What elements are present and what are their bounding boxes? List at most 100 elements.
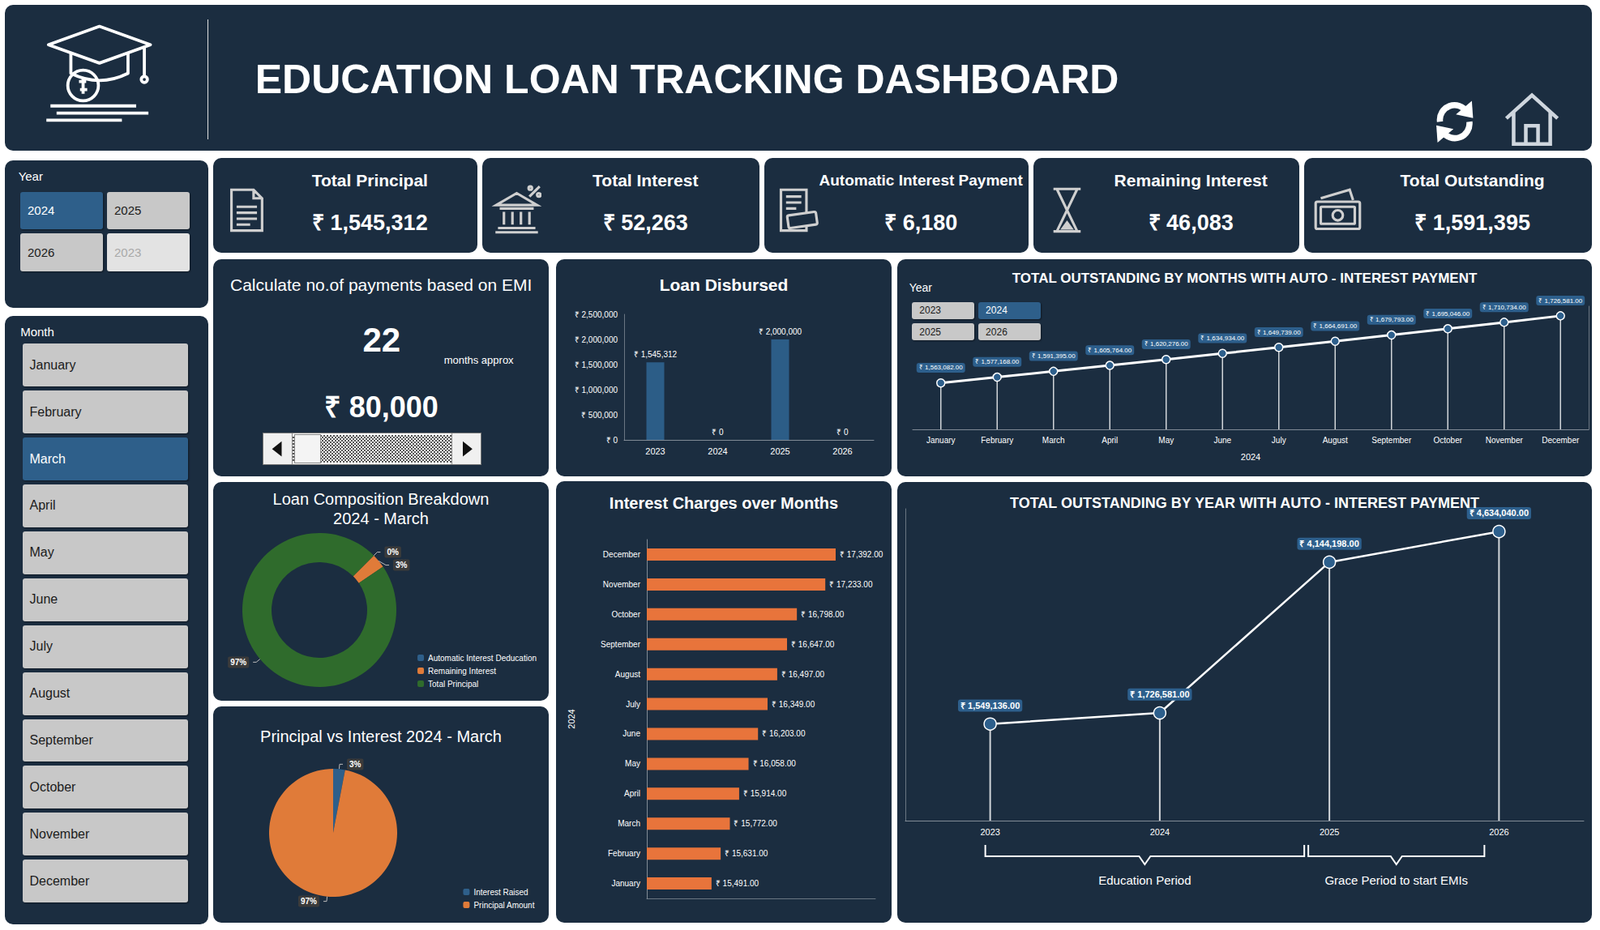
svg-text:TOTAL OUTSTANDING BY YEAR WITH: TOTAL OUTSTANDING BY YEAR WITH AUTO - IN…	[1009, 495, 1480, 512]
svg-text:₹ 16,058.00: ₹ 16,058.00	[752, 760, 797, 770]
svg-text:₹ 17,392.00: ₹ 17,392.00	[839, 550, 884, 560]
svg-text:97%: 97%	[230, 658, 247, 668]
svg-text:Education Period: Education Period	[1098, 873, 1191, 888]
svg-text:2024: 2024	[1149, 827, 1169, 838]
svg-text:₹ 15,631.00: ₹ 15,631.00	[724, 849, 769, 859]
svg-text:September: September	[1371, 435, 1412, 445]
svg-text:₹ 16,798.00: ₹ 16,798.00	[800, 610, 845, 620]
svg-text:₹ 1,664,691.00: ₹ 1,664,691.00	[1313, 322, 1357, 330]
svg-text:Total Principal: Total Principal	[427, 680, 479, 689]
svg-text:₹ 15,491.00: ₹ 15,491.00	[715, 879, 760, 889]
svg-text:2025: 2025	[770, 445, 790, 456]
svg-text:97%: 97%	[300, 898, 317, 907]
svg-text:₹ 1,545,312: ₹ 1,545,312	[633, 349, 678, 359]
svg-text:₹ 1,649,739.00: ₹ 1,649,739.00	[1256, 328, 1301, 336]
html-text:Total Interest: Total Interest	[592, 170, 699, 190]
svg-text:2023: 2023	[645, 445, 665, 456]
svg-text:March: March	[1041, 435, 1065, 445]
svg-text:₹ 2,000,000: ₹ 2,000,000	[758, 326, 803, 336]
svg-text:₹ 1,591,395.00: ₹ 1,591,395.00	[1031, 352, 1075, 360]
svg-text:₹ 1,549,136.00: ₹ 1,549,136.00	[960, 701, 1020, 711]
html-text:₹ 80,000: ₹ 80,000	[323, 390, 439, 424]
svg-text:₹ 1,634,934.00: ₹ 1,634,934.00	[1200, 334, 1245, 343]
svg-text:₹ 16,349.00: ₹ 16,349.00	[771, 700, 816, 710]
svg-text:May: May	[1158, 435, 1174, 445]
svg-text:3%: 3%	[349, 760, 362, 770]
svg-text:₹ 1,563,082.00: ₹ 1,563,082.00	[918, 363, 963, 372]
svg-text:December: December	[603, 550, 642, 560]
svg-text:0%: 0%	[387, 548, 400, 558]
svg-text:January: January	[926, 435, 956, 445]
svg-text:3%: 3%	[395, 561, 408, 571]
svg-text:₹ 2,500,000: ₹ 2,500,000	[574, 309, 619, 319]
html-text:₹ 1,545,312: ₹ 1,545,312	[312, 210, 428, 235]
svg-text:₹ 500,000: ₹ 500,000	[581, 410, 618, 420]
svg-text:TOTAL OUTSTANDING BY MONTHS WI: TOTAL OUTSTANDING BY MONTHS WITH AUTO - …	[1011, 270, 1477, 287]
svg-text:₹ 1,679,793.00: ₹ 1,679,793.00	[1368, 316, 1413, 324]
svg-text:₹ 1,726,581.00: ₹ 1,726,581.00	[1538, 296, 1583, 304]
svg-text:₹ 1,000,000: ₹ 1,000,000	[574, 385, 619, 394]
svg-text:December: December	[1541, 435, 1580, 445]
html-text:22: 22	[362, 321, 401, 360]
html-text:₹ 6,180: ₹ 6,180	[884, 210, 958, 235]
svg-text:₹ 1,695,046.00: ₹ 1,695,046.00	[1425, 309, 1470, 317]
svg-text:2024: 2024	[707, 445, 728, 456]
svg-text:₹ 1,500,000: ₹ 1,500,000	[574, 359, 619, 369]
svg-text:October: October	[611, 610, 642, 620]
svg-text:₹ 1,605,764.00: ₹ 1,605,764.00	[1087, 346, 1132, 355]
svg-text:April: April	[624, 789, 641, 799]
svg-text:May: May	[624, 760, 641, 770]
svg-text:₹ 4,144,198.00: ₹ 4,144,198.00	[1299, 539, 1359, 550]
svg-text:July: July	[625, 700, 641, 710]
svg-text:2024 - March: 2024 - March	[333, 509, 429, 528]
html-text:₹ 1,591,395: ₹ 1,591,395	[1414, 210, 1531, 235]
svg-text:2024: 2024	[1240, 451, 1260, 462]
svg-text:2026: 2026	[832, 445, 852, 456]
svg-text:Grace Period to start EMIs: Grace Period to start EMIs	[1324, 873, 1468, 888]
svg-text:₹ 16,203.00: ₹ 16,203.00	[761, 730, 806, 740]
html-text:Total Principal: Total Principal	[311, 170, 428, 190]
svg-text:Automatic Interest Deducation: Automatic Interest Deducation	[427, 654, 537, 664]
html-text:₹ 46,083: ₹ 46,083	[1148, 210, 1234, 235]
svg-text:February: February	[607, 849, 641, 859]
svg-text:₹ 2,000,000: ₹ 2,000,000	[574, 334, 619, 344]
svg-text:₹ 1,620,276.00: ₹ 1,620,276.00	[1143, 340, 1188, 348]
svg-text:₹ 1,710,734.00: ₹ 1,710,734.00	[1481, 303, 1526, 311]
svg-text:₹ 1,577,168.00: ₹ 1,577,168.00	[975, 358, 1019, 366]
svg-text:August: August	[615, 670, 641, 680]
svg-text:November: November	[1484, 435, 1523, 445]
svg-text:Loan Composition Breakdown: Loan Composition Breakdown	[273, 490, 490, 509]
svg-text:June: June	[1213, 435, 1232, 445]
svg-text:February: February	[980, 435, 1014, 445]
svg-text:August: August	[1321, 435, 1348, 445]
svg-text:Principal Amount: Principal Amount	[474, 901, 535, 911]
svg-text:2026: 2026	[1488, 827, 1509, 838]
svg-text:April: April	[1101, 435, 1118, 445]
svg-text:September: September	[600, 640, 642, 650]
svg-text:Remaining Interest: Remaining Interest	[427, 667, 497, 676]
svg-text:₹ 16,647.00: ₹ 16,647.00	[791, 640, 835, 650]
svg-text:Principal vs Interest 2024 - M: Principal vs Interest 2024 - March	[260, 727, 502, 746]
svg-text:₹ 0: ₹ 0	[836, 427, 849, 437]
svg-text:₹ 15,772.00: ₹ 15,772.00	[734, 819, 779, 829]
svg-text:Loan Disbursed: Loan Disbursed	[659, 275, 789, 295]
html-text:₹ 52,263: ₹ 52,263	[602, 210, 688, 235]
svg-text:₹ 0: ₹ 0	[606, 435, 619, 445]
svg-text:November: November	[603, 580, 642, 590]
svg-text:June: June	[622, 730, 641, 740]
svg-text:July: July	[1270, 435, 1286, 445]
svg-text:₹ 16,497.00: ₹ 16,497.00	[781, 670, 826, 680]
svg-text:₹ 1,726,581.00: ₹ 1,726,581.00	[1129, 690, 1190, 701]
svg-text:October: October	[1433, 435, 1463, 445]
svg-text:₹ 17,233.00: ₹ 17,233.00	[829, 580, 873, 590]
html-text:EDUCATION LOAN TRACKING DASHBO: EDUCATION LOAN TRACKING DASHBOARD	[255, 56, 1119, 102]
svg-text:2025: 2025	[1318, 827, 1339, 838]
svg-text:January: January	[611, 879, 642, 889]
svg-text:2024: 2024	[566, 709, 577, 729]
svg-text:March: March	[617, 819, 641, 829]
svg-text:Interest Raised: Interest Raised	[474, 888, 529, 898]
svg-text:2023: 2023	[979, 827, 1000, 838]
svg-text:Interest Charges over Months: Interest Charges over Months	[609, 494, 839, 513]
svg-text:₹ 0: ₹ 0	[711, 427, 724, 437]
svg-text:₹ 15,914.00: ₹ 15,914.00	[743, 789, 788, 799]
